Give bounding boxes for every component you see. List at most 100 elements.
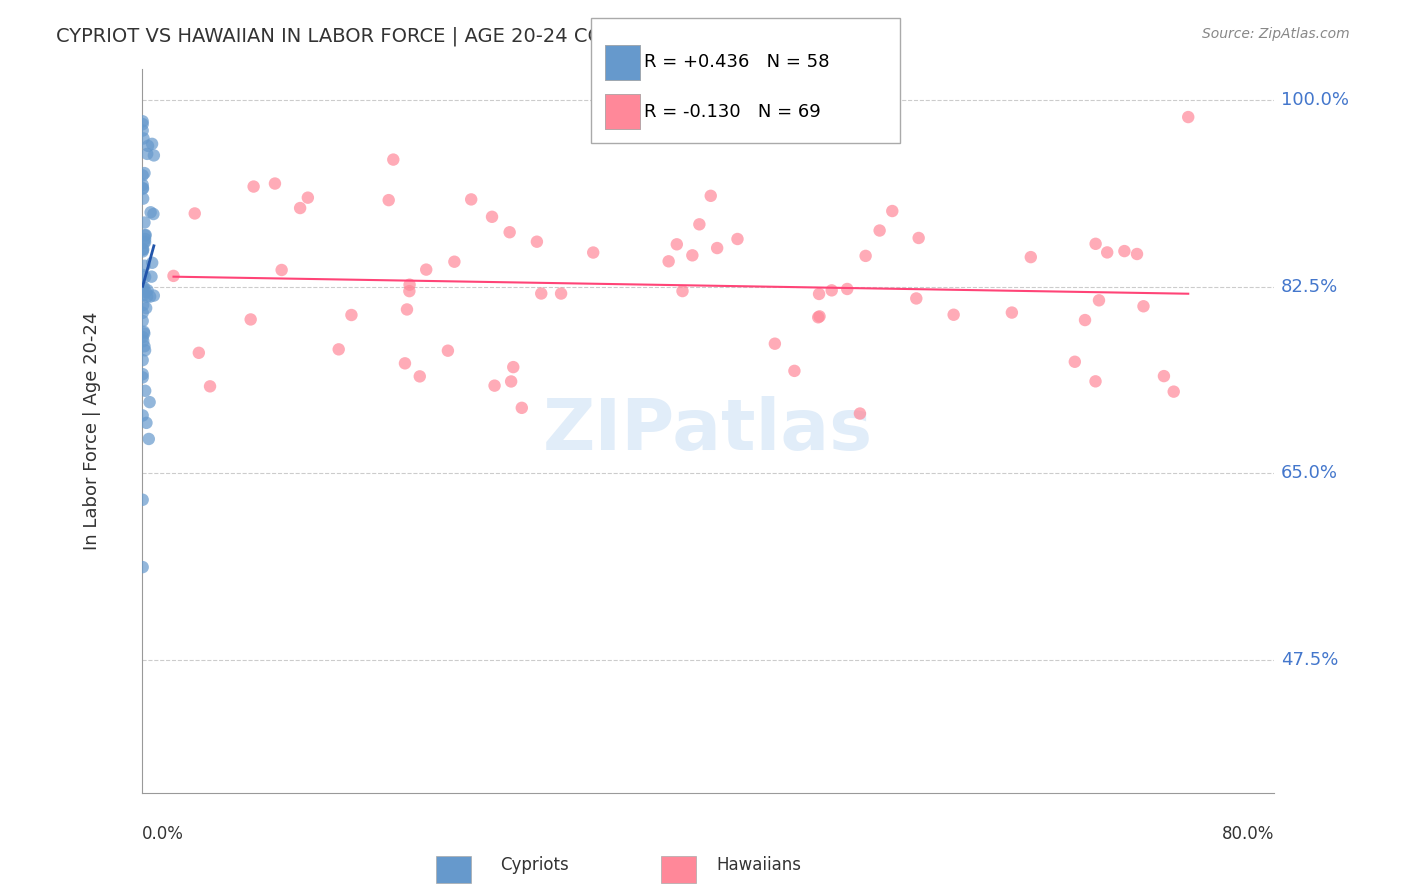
Cypriots	[131, 353, 153, 368]
Text: 47.5%: 47.5%	[1281, 651, 1339, 669]
Cypriots	[135, 301, 157, 315]
Cypriots	[131, 178, 153, 192]
Hawaiians	[907, 231, 929, 245]
Hawaiians	[807, 310, 830, 325]
Hawaiians	[1063, 355, 1085, 369]
Hawaiians	[187, 346, 209, 360]
Text: Cypriots: Cypriots	[501, 856, 568, 874]
Cypriots	[134, 166, 156, 180]
Cypriots	[132, 280, 155, 294]
Cypriots	[131, 169, 153, 183]
Hawaiians	[1084, 375, 1107, 389]
Hawaiians	[382, 153, 405, 167]
Hawaiians	[942, 308, 965, 322]
Cypriots	[131, 244, 153, 259]
Hawaiians	[498, 225, 520, 239]
Hawaiians	[1095, 245, 1118, 260]
Hawaiians	[398, 284, 420, 298]
Text: R = -0.130   N = 69: R = -0.130 N = 69	[644, 103, 821, 120]
Hawaiians	[837, 282, 859, 296]
Cypriots	[139, 290, 162, 304]
Hawaiians	[198, 379, 221, 393]
Cypriots	[142, 288, 165, 302]
Hawaiians	[510, 401, 533, 415]
Hawaiians	[530, 286, 553, 301]
Hawaiians	[162, 268, 184, 283]
Cypriots	[131, 367, 153, 381]
Hawaiians	[437, 343, 460, 358]
Hawaiians	[808, 287, 831, 301]
Cypriots	[131, 280, 153, 294]
Hawaiians	[582, 245, 605, 260]
Hawaiians	[882, 204, 904, 219]
Cypriots	[131, 314, 153, 328]
Hawaiians	[665, 237, 688, 252]
Cypriots	[132, 235, 155, 250]
Hawaiians	[242, 179, 264, 194]
Cypriots	[136, 139, 159, 153]
Hawaiians	[783, 364, 806, 378]
Hawaiians	[460, 193, 482, 207]
Cypriots	[134, 326, 156, 341]
Hawaiians	[264, 177, 287, 191]
Hawaiians	[481, 210, 503, 224]
Hawaiians	[905, 292, 928, 306]
Hawaiians	[1019, 250, 1042, 264]
Cypriots	[131, 370, 153, 384]
Cypriots	[135, 285, 157, 299]
Cypriots	[132, 334, 155, 348]
Cypriots	[138, 395, 160, 409]
Cypriots	[135, 227, 157, 242]
Cypriots	[138, 432, 160, 446]
Cypriots	[131, 560, 153, 574]
Cypriots	[135, 416, 157, 430]
Hawaiians	[328, 343, 350, 357]
Cypriots	[131, 117, 153, 131]
Text: In Labor Force | Age 20-24: In Labor Force | Age 20-24	[83, 311, 101, 550]
Cypriots	[132, 298, 155, 312]
Cypriots	[132, 192, 155, 206]
Cypriots	[134, 339, 156, 353]
Hawaiians	[681, 248, 703, 262]
Hawaiians	[869, 223, 891, 237]
Cypriots	[131, 114, 153, 128]
Hawaiians	[1132, 299, 1154, 313]
Cypriots	[134, 269, 156, 284]
Text: 0.0%: 0.0%	[142, 825, 184, 843]
Hawaiians	[671, 284, 693, 298]
Hawaiians	[526, 235, 548, 249]
Cypriots	[132, 181, 155, 195]
Hawaiians	[1163, 384, 1185, 399]
Cypriots	[131, 123, 153, 137]
Hawaiians	[1177, 110, 1199, 124]
Cypriots	[136, 147, 159, 161]
Hawaiians	[1153, 369, 1175, 384]
Hawaiians	[1074, 313, 1097, 327]
Hawaiians	[808, 310, 831, 324]
Cypriots	[139, 205, 162, 219]
Cypriots	[134, 343, 156, 358]
Hawaiians	[706, 241, 728, 255]
Cypriots	[132, 131, 155, 145]
Cypriots	[136, 283, 159, 297]
Hawaiians	[1001, 305, 1024, 319]
Hawaiians	[502, 360, 524, 375]
Hawaiians	[297, 191, 319, 205]
Hawaiians	[1114, 244, 1136, 258]
Text: CYPRIOT VS HAWAIIAN IN LABOR FORCE | AGE 20-24 CORRELATION CHART: CYPRIOT VS HAWAIIAN IN LABOR FORCE | AGE…	[56, 27, 785, 46]
Cypriots	[142, 148, 165, 162]
Hawaiians	[394, 356, 416, 370]
Hawaiians	[443, 254, 465, 268]
Hawaiians	[184, 206, 207, 220]
Cypriots	[134, 228, 156, 243]
Cypriots	[132, 242, 155, 256]
Hawaiians	[398, 277, 420, 292]
Cypriots	[134, 235, 156, 249]
Cypriots	[134, 259, 156, 273]
Hawaiians	[239, 312, 262, 326]
Hawaiians	[501, 375, 523, 389]
Hawaiians	[1084, 236, 1107, 251]
Text: 80.0%: 80.0%	[1222, 825, 1274, 843]
Text: ZIPatlas: ZIPatlas	[543, 396, 873, 466]
Hawaiians	[409, 369, 432, 384]
